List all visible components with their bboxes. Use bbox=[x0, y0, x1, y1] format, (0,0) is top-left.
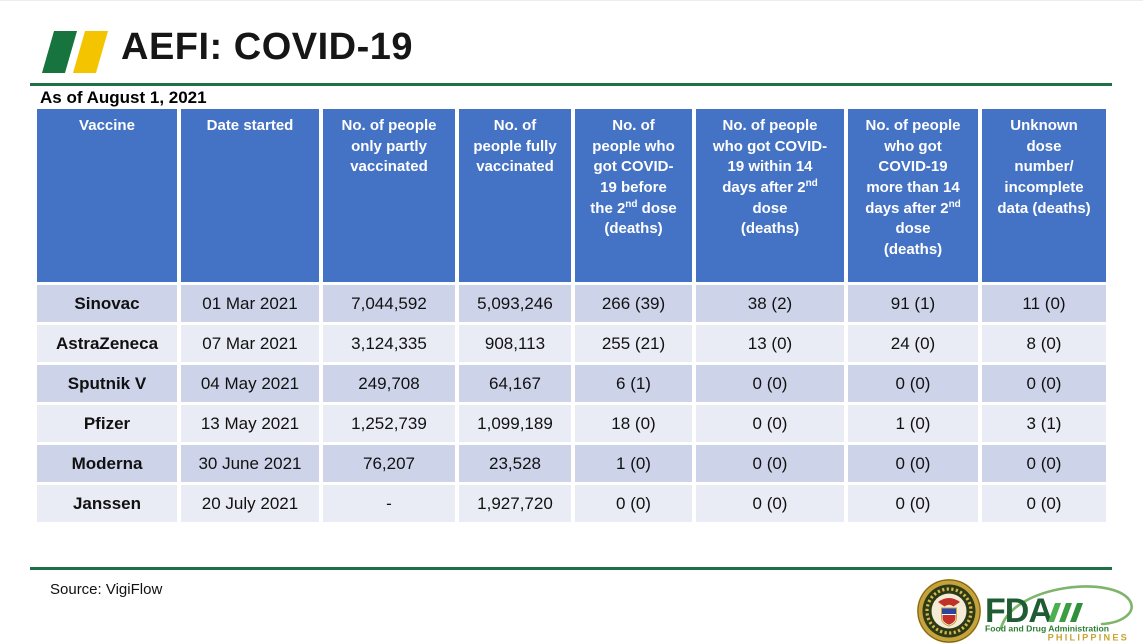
cell-covid-more-than-14-days: 0 (0) bbox=[848, 485, 978, 522]
cell-fully-vaccinated: 908,113 bbox=[459, 325, 571, 362]
cell-date-started: 13 May 2021 bbox=[181, 405, 319, 442]
cell-unknown-dose: 0 (0) bbox=[982, 445, 1106, 482]
fda-country: PHILIPPINES bbox=[1048, 633, 1129, 643]
cell-covid-before-2nd-dose: 6 (1) bbox=[575, 365, 692, 402]
cell-covid-more-than-14-days: 24 (0) bbox=[848, 325, 978, 362]
header-row: Vaccine Date started No. of people only … bbox=[37, 109, 1106, 282]
header-partly-vaccinated: No. of people only partly vaccinated bbox=[323, 109, 455, 282]
cell-covid-within-14-days: 38 (2) bbox=[696, 285, 844, 322]
cell-vaccine: Pfizer bbox=[37, 405, 177, 442]
footer-divider bbox=[30, 567, 1112, 570]
cell-fully-vaccinated: 23,528 bbox=[459, 445, 571, 482]
table-row-janssen: Janssen 20 July 2021 - 1,927,720 0 (0) 0… bbox=[37, 485, 1106, 522]
cell-vaccine: Janssen bbox=[37, 485, 177, 522]
header-fully-vaccinated: No. of people fully vaccinated bbox=[459, 109, 571, 282]
cell-date-started: 30 June 2021 bbox=[181, 445, 319, 482]
header-date-started: Date started bbox=[181, 109, 319, 282]
cell-partly-vaccinated: 249,708 bbox=[323, 365, 455, 402]
cell-covid-more-than-14-days: 1 (0) bbox=[848, 405, 978, 442]
cell-fully-vaccinated: 1,927,720 bbox=[459, 485, 571, 522]
cell-covid-more-than-14-days: 91 (1) bbox=[848, 285, 978, 322]
cell-partly-vaccinated: 3,124,335 bbox=[323, 325, 455, 362]
cell-covid-within-14-days: 0 (0) bbox=[696, 405, 844, 442]
cell-unknown-dose: 8 (0) bbox=[982, 325, 1106, 362]
cell-date-started: 04 May 2021 bbox=[181, 365, 319, 402]
cell-date-started: 01 Mar 2021 bbox=[181, 285, 319, 322]
cell-unknown-dose: 0 (0) bbox=[982, 365, 1106, 402]
cell-fully-vaccinated: 5,093,246 bbox=[459, 285, 571, 322]
table-row-sputnik-v: Sputnik V 04 May 2021 249,708 64,167 6 (… bbox=[37, 365, 1106, 402]
cell-fully-vaccinated: 1,099,189 bbox=[459, 405, 571, 442]
as-of-date: As of August 1, 2021 bbox=[40, 88, 207, 107]
cell-unknown-dose: 3 (1) bbox=[982, 405, 1106, 442]
cell-covid-within-14-days: 0 (0) bbox=[696, 485, 844, 522]
header-unknown-dose: Unknown dose number/ incomplete data (de… bbox=[982, 109, 1106, 282]
doh-seal-icon bbox=[917, 579, 981, 643]
fda-logo: FDA Food and Drug Administration PHILIPP… bbox=[915, 578, 1143, 644]
cell-covid-within-14-days: 0 (0) bbox=[696, 445, 844, 482]
cell-vaccine: Sinovac bbox=[37, 285, 177, 322]
cell-vaccine: AstraZeneca bbox=[37, 325, 177, 362]
cell-covid-more-than-14-days: 0 (0) bbox=[848, 445, 978, 482]
cell-covid-more-than-14-days: 0 (0) bbox=[848, 365, 978, 402]
cell-partly-vaccinated: 76,207 bbox=[323, 445, 455, 482]
fda-acronym: FDA bbox=[985, 592, 1052, 630]
fda-org-name: Food and Drug Administration bbox=[985, 624, 1109, 634]
cell-fully-vaccinated: 64,167 bbox=[459, 365, 571, 402]
header-covid-within-14-days: No. of people who got COVID-19 within 14… bbox=[696, 109, 844, 282]
cell-covid-before-2nd-dose: 266 (39) bbox=[575, 285, 692, 322]
title-divider bbox=[30, 83, 1112, 86]
cell-unknown-dose: 11 (0) bbox=[982, 285, 1106, 322]
table-row-sinovac: Sinovac 01 Mar 2021 7,044,592 5,093,246 … bbox=[37, 285, 1106, 322]
brand-stripe-green-icon bbox=[41, 31, 78, 73]
cell-unknown-dose: 0 (0) bbox=[982, 485, 1106, 522]
cell-covid-before-2nd-dose: 18 (0) bbox=[575, 405, 692, 442]
source-text: Source: VigiFlow bbox=[50, 581, 163, 598]
table-row-astrazeneca: AstraZeneca 07 Mar 2021 3,124,335 908,11… bbox=[37, 325, 1106, 362]
cell-covid-before-2nd-dose: 1 (0) bbox=[575, 445, 692, 482]
cell-date-started: 20 July 2021 bbox=[181, 485, 319, 522]
fda-swoosh-icon bbox=[999, 585, 1133, 630]
header-vaccine: Vaccine bbox=[37, 109, 177, 282]
cell-vaccine: Moderna bbox=[37, 445, 177, 482]
cell-covid-before-2nd-dose: 0 (0) bbox=[575, 485, 692, 522]
cell-covid-within-14-days: 0 (0) bbox=[696, 365, 844, 402]
header-covid-more-than-14-days: No. of people who got COVID-19 more than… bbox=[848, 109, 978, 282]
header-covid-before-2nd-dose: No. of people who got COVID-19 before th… bbox=[575, 109, 692, 282]
cell-partly-vaccinated: 7,044,592 bbox=[323, 285, 455, 322]
cell-date-started: 07 Mar 2021 bbox=[181, 325, 319, 362]
page-title: AEFI: COVID-19 bbox=[121, 26, 414, 68]
aefi-table: Vaccine Date started No. of people only … bbox=[33, 106, 1110, 525]
cell-covid-within-14-days: 13 (0) bbox=[696, 325, 844, 362]
cell-covid-before-2nd-dose: 255 (21) bbox=[575, 325, 692, 362]
cell-partly-vaccinated: 1,252,739 bbox=[323, 405, 455, 442]
cell-vaccine: Sputnik V bbox=[37, 365, 177, 402]
table-row-pfizer: Pfizer 13 May 2021 1,252,739 1,099,189 1… bbox=[37, 405, 1106, 442]
table-row-moderna: Moderna 30 June 2021 76,207 23,528 1 (0)… bbox=[37, 445, 1106, 482]
fda-stripes-icon bbox=[1048, 603, 1083, 622]
brand-stripe-yellow-icon bbox=[72, 31, 109, 73]
cell-partly-vaccinated: - bbox=[323, 485, 455, 522]
